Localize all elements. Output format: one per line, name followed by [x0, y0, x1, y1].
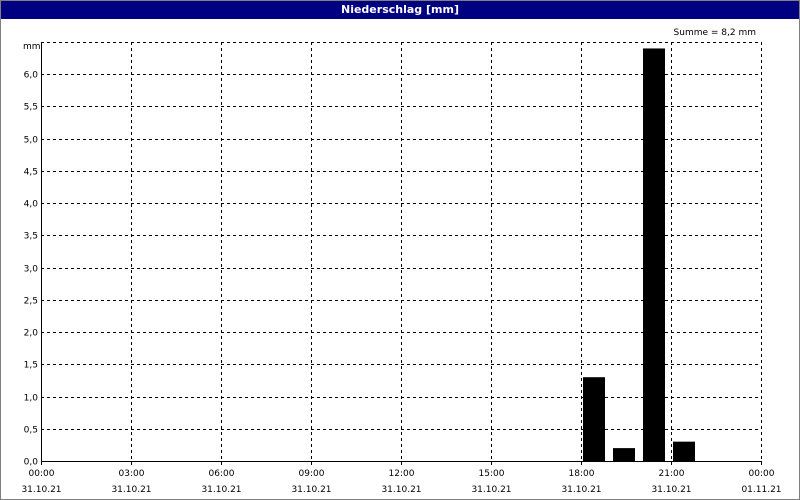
sum-label: Summe = 8,2 mm — [674, 28, 756, 38]
x-tick-date: 31.10.21 — [291, 485, 331, 495]
window-title: Niederschlag [mm] — [1, 1, 799, 19]
bar-series — [583, 48, 695, 461]
y-tick-label: 5,5 — [24, 103, 38, 113]
x-tick-date: 31.10.21 — [651, 485, 691, 495]
y-tick-label: 0,0 — [24, 458, 39, 468]
grid-lines — [41, 42, 761, 461]
precip-bar — [613, 448, 635, 461]
y-tick-label: 2,0 — [24, 329, 39, 339]
x-tick-time: 09:00 — [299, 469, 325, 479]
y-tick-label: 2,5 — [24, 297, 38, 307]
y-tick-labels: 0,0 0,5 1,0 1,5 2,0 2,5 3,0 3,5 4,0 4,5 5,0 5,5 6,0 — [24, 71, 39, 468]
x-tick-date: 31.10.21 — [111, 485, 151, 495]
y-tick-label: 3,0 — [24, 265, 39, 275]
axes — [41, 42, 762, 465]
y-tick-label: 1,5 — [24, 361, 38, 371]
y-tick-label: 5,0 — [24, 136, 39, 146]
y-tick-label: 6,0 — [24, 71, 39, 81]
x-tick-date: 31.10.21 — [21, 485, 61, 495]
precip-bar — [583, 377, 605, 461]
x-tick-time: 06:00 — [209, 469, 235, 479]
x-tick-date: 01.11.21 — [741, 485, 781, 495]
precipitation-chart: Summe = 8,2 mm mm 0,0 0,5 1,0 1,5 2,0 2,5 3,0 3… — [21, 28, 781, 495]
x-tick-date: 31.10.21 — [201, 485, 241, 495]
x-tick-time: 18:00 — [569, 469, 595, 479]
y-tick-label: 0,5 — [24, 426, 38, 436]
precip-bar — [643, 48, 665, 461]
x-tick-time: 21:00 — [659, 469, 685, 479]
x-tick-time: 00:00 — [29, 469, 55, 479]
y-tick-label: 4,0 — [24, 200, 39, 210]
x-tick-time: 12:00 — [389, 469, 415, 479]
x-tick-time: 15:00 — [479, 469, 505, 479]
y-tick-label: 3,5 — [24, 232, 38, 242]
y-tick-label: 1,0 — [24, 394, 39, 404]
x-tick-time: 00:00 — [749, 469, 775, 479]
x-tick-labels: 00:00 31.10.21 03:00 31.10.21 06:00 31.10.21 0… — [21, 469, 781, 495]
y-tick-label: 4,5 — [24, 168, 38, 178]
y-axis-unit-label: mm — [23, 42, 41, 52]
precip-bar — [673, 441, 695, 461]
x-tick-date: 31.10.21 — [561, 485, 601, 495]
x-tick-date: 31.10.21 — [381, 485, 421, 495]
x-tick-time: 03:00 — [119, 469, 145, 479]
x-tick-date: 31.10.21 — [471, 485, 511, 495]
